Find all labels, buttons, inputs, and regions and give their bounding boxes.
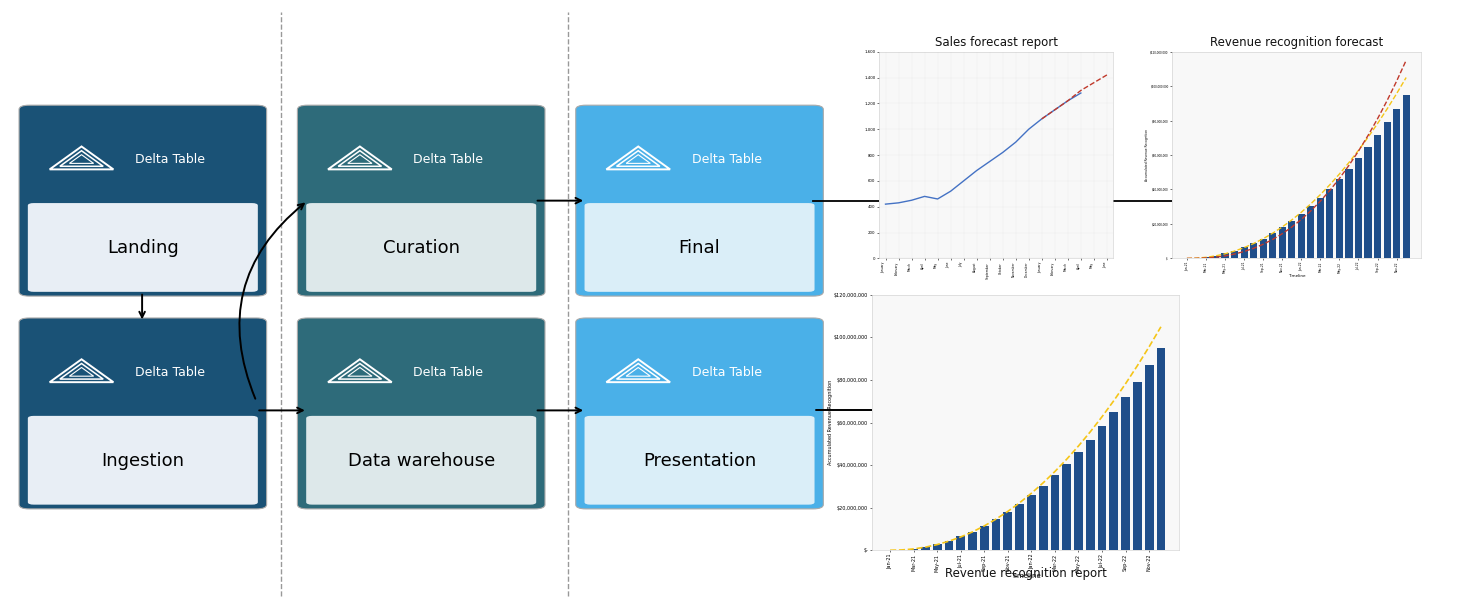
Bar — [980, 526, 989, 550]
Text: Delta Table: Delta Table — [413, 153, 483, 166]
FancyBboxPatch shape — [585, 416, 815, 505]
Bar — [957, 536, 965, 550]
Bar — [1260, 238, 1267, 258]
Bar — [1039, 486, 1047, 550]
Bar — [1393, 109, 1401, 258]
Bar — [933, 544, 942, 550]
Bar — [1222, 254, 1229, 258]
Bar — [1132, 382, 1141, 550]
Bar — [1241, 247, 1248, 258]
Bar — [992, 519, 1001, 550]
Bar — [1121, 398, 1130, 550]
Title: Sales forecast report: Sales forecast report — [935, 36, 1058, 49]
FancyBboxPatch shape — [28, 416, 258, 505]
FancyBboxPatch shape — [297, 318, 545, 509]
Bar — [921, 547, 930, 550]
Bar — [1156, 348, 1165, 550]
Text: Delta Table: Delta Table — [413, 366, 483, 379]
FancyBboxPatch shape — [585, 203, 815, 292]
Bar — [945, 541, 954, 550]
Bar — [1109, 412, 1118, 550]
Text: Delta Table: Delta Table — [135, 366, 205, 379]
Bar — [1345, 169, 1352, 258]
Bar — [1027, 495, 1036, 550]
Bar — [1203, 257, 1210, 258]
Bar — [1015, 504, 1024, 550]
Bar — [1298, 214, 1305, 258]
Bar — [1374, 134, 1381, 258]
Bar — [1074, 452, 1083, 550]
Bar — [1269, 233, 1276, 258]
Bar — [1279, 227, 1286, 258]
Bar — [1144, 365, 1153, 550]
Bar — [1231, 250, 1238, 258]
Bar — [1307, 206, 1314, 258]
Bar — [1326, 189, 1333, 258]
Text: Final: Final — [678, 239, 721, 257]
Bar — [1004, 512, 1012, 550]
Y-axis label: Accumulated Revenue Recognition: Accumulated Revenue Recognition — [828, 380, 832, 465]
Bar — [1336, 179, 1343, 258]
Bar — [1050, 475, 1059, 550]
Bar — [1250, 243, 1257, 258]
Bar — [1383, 122, 1390, 258]
Text: Curation: Curation — [382, 239, 460, 257]
Bar — [968, 531, 977, 550]
Bar — [1062, 465, 1071, 550]
X-axis label: Timeline: Timeline — [1288, 274, 1305, 278]
X-axis label: Timeline: Timeline — [1011, 573, 1040, 579]
Bar — [1288, 221, 1295, 258]
Bar — [910, 548, 919, 550]
Title: Revenue recognition forecast: Revenue recognition forecast — [1210, 36, 1383, 49]
Text: Delta Table: Delta Table — [135, 153, 205, 166]
FancyBboxPatch shape — [306, 416, 536, 505]
Text: Data warehouse: Data warehouse — [347, 452, 495, 470]
FancyBboxPatch shape — [306, 203, 536, 292]
FancyBboxPatch shape — [19, 318, 267, 509]
Text: Landing: Landing — [107, 239, 179, 257]
Text: Delta Table: Delta Table — [691, 153, 762, 166]
Bar — [1317, 198, 1324, 258]
Bar — [1355, 158, 1362, 258]
Bar — [1086, 440, 1094, 550]
FancyBboxPatch shape — [19, 105, 267, 296]
Bar — [1402, 95, 1409, 258]
FancyBboxPatch shape — [576, 105, 823, 296]
Y-axis label: Accumulated Revenue Recognition: Accumulated Revenue Recognition — [1144, 129, 1149, 181]
FancyBboxPatch shape — [297, 105, 545, 296]
Bar — [1212, 255, 1219, 258]
Bar — [1364, 147, 1371, 258]
Bar — [1097, 426, 1106, 550]
Text: Delta Table: Delta Table — [691, 366, 762, 379]
Text: Revenue recognition report: Revenue recognition report — [945, 567, 1106, 579]
Text: Ingestion: Ingestion — [101, 452, 185, 470]
FancyBboxPatch shape — [28, 203, 258, 292]
FancyBboxPatch shape — [576, 318, 823, 509]
Text: Presentation: Presentation — [643, 452, 756, 470]
